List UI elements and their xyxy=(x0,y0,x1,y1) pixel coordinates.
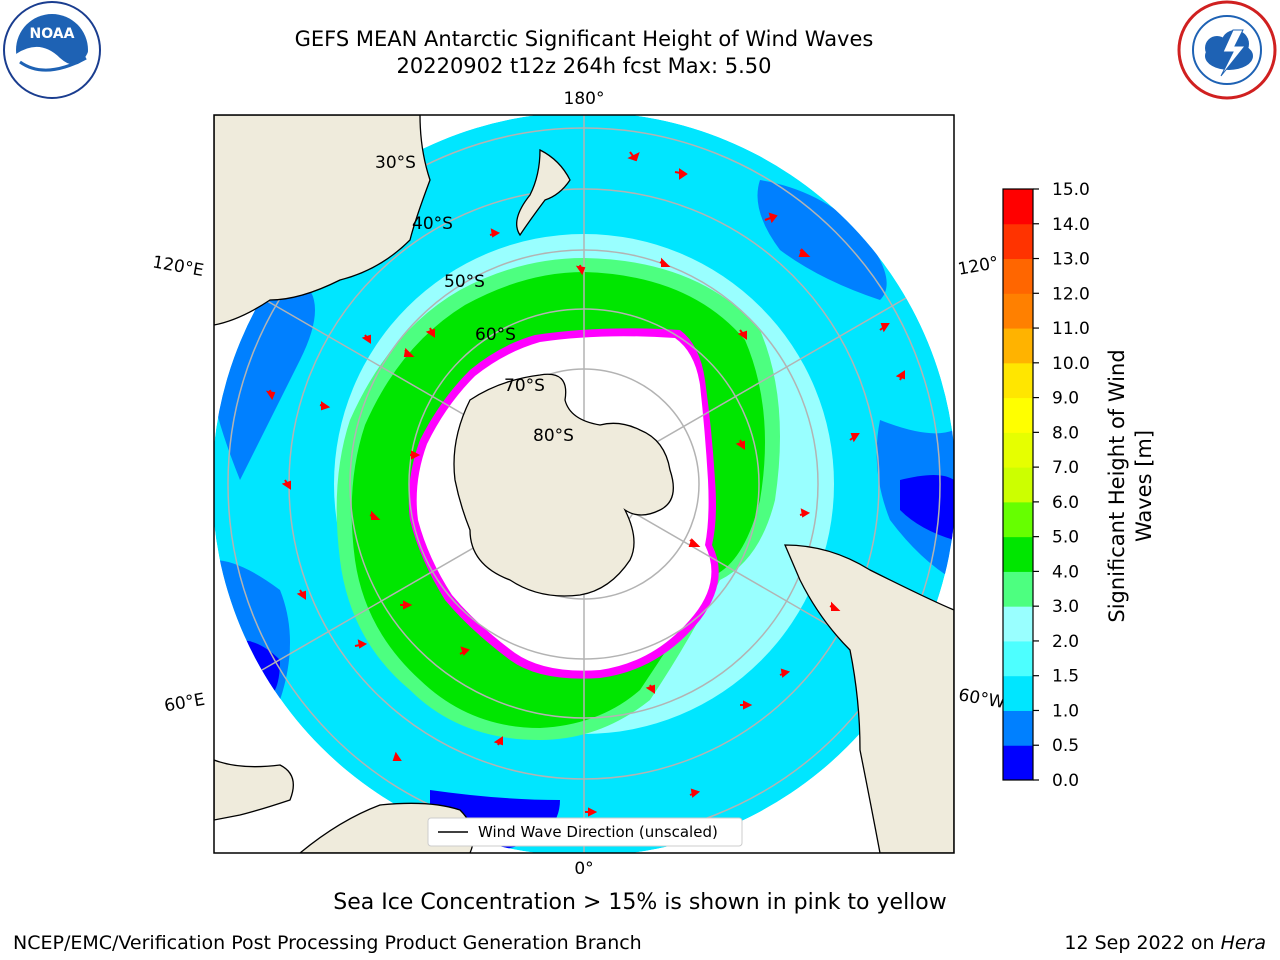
antarctica-landmass xyxy=(453,373,674,597)
lon-label-120e: 120°E xyxy=(151,252,205,281)
legend-label: Wind Wave Direction (unscaled) xyxy=(478,823,718,841)
new-zealand-landmass xyxy=(516,148,571,237)
lon-label-0: 0° xyxy=(574,859,593,879)
lon-label-180: 180° xyxy=(564,89,605,109)
lat-label-30s: 30°S xyxy=(375,153,416,173)
australia-landmass xyxy=(214,115,431,326)
map-legend xyxy=(427,817,743,847)
lon-label-60e: 60°E xyxy=(163,690,207,717)
chart-title-line1: GEFS MEAN Antarctic Significant Height o… xyxy=(294,27,874,51)
wind-wave-arrows xyxy=(265,151,905,817)
date-text: 12 Sep 2022 on xyxy=(1064,932,1221,954)
lat-label-70s: 70°S xyxy=(504,376,545,396)
lon-label-60w: 60°W xyxy=(957,685,1007,713)
lat-label-50s: 50°S xyxy=(444,272,485,292)
noaa-logo-text: NOAA xyxy=(30,26,75,42)
credit-text: NCEP/EMC/Verification Post Processing Pr… xyxy=(13,932,642,954)
south-america-landmass xyxy=(784,544,954,853)
noaa-logo-icon: NOAA xyxy=(3,1,101,99)
lat-label-80s: 80°S xyxy=(533,426,574,446)
lon-label-120w: 120° xyxy=(956,253,1000,280)
lat-label-60s: 60°S xyxy=(475,325,516,345)
madagascar-landmass xyxy=(214,759,294,821)
date-stamp: 12 Sep 2022 on Hera xyxy=(1064,932,1266,954)
wave-height-field xyxy=(214,115,954,853)
sea-ice-note: Sea Ice Concentration > 15% is shown in … xyxy=(333,890,947,915)
nws-logo-icon xyxy=(1177,0,1277,100)
machine-name: Hera xyxy=(1220,932,1266,954)
chart-title-line2: 20220902 t12z 264h fcst Max: 5.50 xyxy=(396,54,772,78)
lat-label-40s: 40°S xyxy=(412,214,453,234)
